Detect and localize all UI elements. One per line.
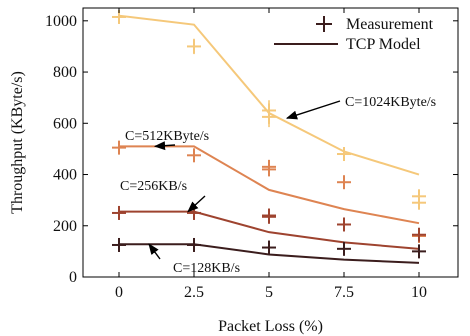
legend: Measurement TCP Model — [274, 16, 434, 53]
ticks-layer: 0 2.5 5 7.5 10 0 200 400 600 800 1000 — [45, 8, 458, 301]
x-axis-label: Packet Loss (%) — [218, 318, 323, 335]
annotation-arrow — [187, 195, 206, 213]
x-tick-label: 0 — [115, 284, 123, 301]
annotation-label: C=512KByte/s — [125, 129, 209, 144]
annotation-arrow — [153, 141, 176, 151]
series-layer — [112, 9, 426, 264]
x-tick-label: 2.5 — [184, 284, 204, 301]
y-axis-label: Throughput (KByte/s) — [9, 71, 26, 214]
annotation-layer: C=1024KByte/s C=512KByte/s C=256KB/s C=128K… — [120, 95, 436, 276]
annotation-label: C=256KB/s — [120, 179, 187, 194]
y-tick-label: 200 — [53, 218, 77, 235]
x-tick-label: 10 — [411, 284, 427, 301]
annotation-arrow — [148, 243, 161, 260]
model-line — [119, 145, 420, 225]
x-tick-label: 7.5 — [334, 284, 354, 301]
x-tick-label: 5 — [265, 284, 273, 301]
axes-layer — [82, 7, 459, 278]
model-line — [119, 210, 420, 250]
annotation-label: C=1024KByte/s — [345, 95, 436, 110]
y-tick-label: 400 — [53, 167, 77, 184]
annotation-label: C=128KB/s — [173, 261, 240, 276]
y-tick-label: 0 — [69, 269, 77, 286]
annotation-arrow — [285, 100, 341, 120]
plot-frame — [82, 7, 459, 278]
y-tick-label: 1000 — [45, 13, 77, 30]
y-tick-label: 800 — [53, 64, 77, 81]
legend-label: Measurement — [346, 16, 434, 33]
y-tick-label: 600 — [53, 115, 77, 132]
legend-label: TCP Model — [346, 36, 421, 53]
